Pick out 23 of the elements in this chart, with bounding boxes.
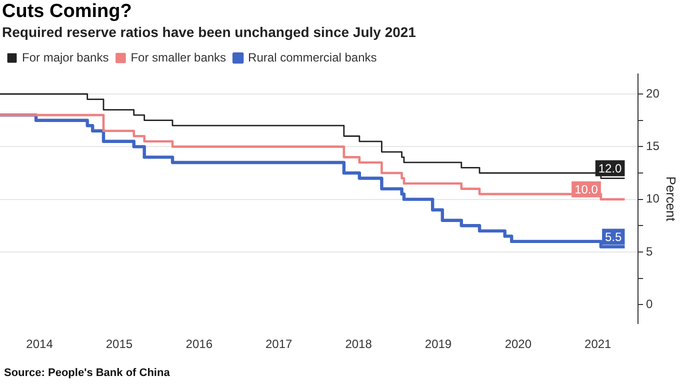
y2-tick-label: 5 (646, 244, 654, 258)
x-tick-label: 2017 (265, 337, 293, 352)
legend-label: For smaller banks (130, 50, 226, 64)
data-label: 5.5 (605, 230, 622, 244)
legend-label: Rural commercial banks (248, 50, 377, 64)
x-tick-label: 2016 (186, 337, 213, 352)
chart-title: Cuts Coming? (2, 1, 132, 23)
x-tick-label: 2021 (584, 337, 612, 352)
y2-tick-label: 10 (646, 192, 660, 206)
y2-tick-label: 15 (646, 138, 660, 153)
x-tick-label: 2015 (106, 337, 133, 352)
chart-subtitle: Required reserve ratios have been unchanged since July 2021 (2, 24, 416, 40)
y2-axis-title: Percent (664, 176, 679, 222)
source-note: Source: People's Bank of China (4, 367, 170, 379)
data-label: 12.0 (598, 162, 622, 176)
y2-tick-label: 0 (646, 296, 654, 311)
data-label: 10.0 (574, 182, 598, 197)
x-tick-label: 2019 (424, 337, 452, 352)
x-tick-label: 2020 (504, 337, 532, 352)
y2-tick-label: 20 (646, 86, 660, 100)
x-tick-label: 2018 (345, 337, 372, 352)
legend-label: For major banks (22, 50, 109, 64)
x-tick-label: 2014 (26, 337, 54, 352)
